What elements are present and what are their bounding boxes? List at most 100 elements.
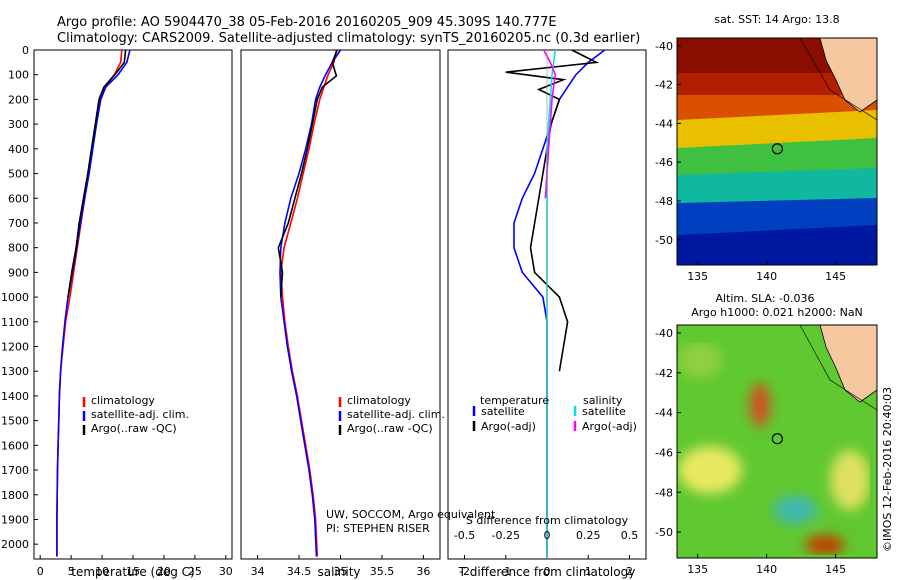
legend-s-satellite: satellite (582, 405, 626, 418)
x-tick-label: 30 (219, 565, 233, 578)
salinity-axes-box (240, 49, 441, 560)
depth-tick-label: 1900 (1, 513, 29, 526)
salinity-difference-axis: -0.5 -0.25 0 0.25 0.5 (454, 529, 638, 542)
top-tick-label: 0.25 (576, 529, 601, 542)
x-tick-label: 2 (626, 565, 633, 578)
depth-tick-label: 1600 (1, 439, 29, 452)
sla-blob-light (678, 342, 722, 378)
series-line-climatology (279, 49, 338, 557)
temperature-x-axis: 0 5 10 15 20 25 30 (37, 555, 233, 578)
x-tick-label: -1 (500, 565, 511, 578)
sst-map-title: sat. SST: 14 Argo: 13.8 (714, 13, 839, 26)
series-line-argo-adj- (542, 49, 557, 199)
legend-argo: Argo(..raw -QC) (347, 422, 433, 435)
map-y-tick-label: -46 (655, 156, 673, 169)
depth-tick-label: 900 (8, 266, 29, 279)
series-line-argo-raw-qc- (67, 49, 127, 298)
x-tick-label: 34.5 (287, 565, 312, 578)
map-x-tick-label: 135 (687, 270, 708, 283)
legend-t-satellite: satellite (481, 405, 525, 418)
sla-map-frame (676, 324, 878, 559)
map-y-tick-label: -44 (655, 117, 673, 130)
argo-location-marker (771, 143, 783, 155)
depth-tick-label: 800 (8, 242, 29, 255)
x-tick-label: 5 (68, 565, 75, 578)
series-line-satellite-adj-clim- (279, 49, 342, 557)
map-y-tick-label: -40 (655, 40, 673, 53)
sla-blob-teal (773, 496, 817, 524)
x-tick-label: 0 (544, 565, 551, 578)
x-tick-label: 15 (126, 565, 140, 578)
map-y-tick-label: -48 (655, 486, 673, 499)
depth-tick-label: 600 (8, 192, 29, 205)
sst-band-yellow (677, 110, 877, 150)
salinity-lines (277, 49, 342, 557)
header-title: Argo profile: AO 5904470_38 05-Feb-2016 … (57, 15, 557, 30)
depth-tick-label: 700 (8, 217, 29, 230)
depth-tick-label: 1200 (1, 341, 29, 354)
x-tick-label: 0 (37, 565, 44, 578)
sst-band-teal (677, 168, 877, 205)
sst-band-darkblue (677, 225, 877, 265)
temperature-legend: climatology satellite-adj. clim. Argo(..… (82, 394, 189, 435)
depth-tick-label: 1100 (1, 316, 29, 329)
map-x-tick-label: 145 (825, 563, 846, 576)
top-tick-label: 0 (544, 529, 551, 542)
series-line-argo-raw-qc- (277, 49, 338, 298)
x-tick-label: 35.5 (370, 565, 395, 578)
sla-heatmap (677, 325, 877, 558)
sla-blob-yellow (678, 446, 742, 494)
sst-map-panel: sat. SST: 14 Argo: 13.8 135 140 145 -40 -42 -… (655, 13, 878, 283)
header-climatology: Climatology: CARS2009. Satellite-adjuste… (57, 31, 640, 46)
legend-argo: Argo(..raw -QC) (91, 422, 177, 435)
depth-tick-label: 1000 (1, 291, 29, 304)
x-tick-label: 36 (416, 565, 430, 578)
map-y-tick-label: -42 (655, 367, 673, 380)
salinity-x-axis: 34 34.5 35 35.5 36 (251, 555, 430, 578)
sla-blob-warm (750, 383, 770, 427)
top-tick-label: 0.5 (621, 529, 639, 542)
map-x-tick-label: 135 (687, 563, 708, 576)
x-tick-label: 35 (334, 565, 348, 578)
depth-axis: 0 100 200 300 400 500 600 700 800 900 1000 1100 1200… (1, 44, 38, 551)
sst-heatmap (677, 38, 877, 265)
map-y-tick-label: -50 (655, 526, 673, 539)
sla-blob-red (805, 535, 845, 555)
sla-anomaly-blobs (678, 342, 870, 555)
legend-header-salinity: salinity (583, 394, 623, 407)
depth-tick-label: 1400 (1, 390, 29, 403)
map-y-tick-label: -46 (655, 446, 673, 459)
sla-map-axes: 135 140 145 -40 -42 -44 -46 -48 -50 (655, 327, 846, 576)
x-tick-label: 25 (188, 565, 202, 578)
legend-t-argo: Argo(-adj) (481, 420, 536, 433)
x-tick-label: -2 (459, 565, 470, 578)
depth-tick-label: 400 (8, 143, 29, 156)
depth-tick-label: 300 (8, 118, 29, 131)
argo-location-marker (771, 433, 783, 445)
imos-credit: ©IMOS 12-Feb-2016 20:40:03 (881, 387, 894, 552)
depth-tick-label: 100 (8, 69, 29, 82)
salinity-legend: climatology satellite-adj. clim. Argo(..… (338, 394, 445, 435)
salinity-panel: 34 34.5 35 35.5 36 climatology satellite-adj… (240, 49, 496, 579)
salinity-xlabel: salinity (317, 565, 360, 579)
difference-top-xlabel: S difference from climatology (466, 514, 629, 527)
map-y-tick-label: -40 (655, 327, 673, 340)
x-tick-label: 34 (251, 565, 265, 578)
sst-map-frame (676, 37, 878, 266)
difference-legend: temperature salinity satellite Argo(-adj… (472, 394, 637, 433)
map-x-tick-label: 140 (756, 270, 777, 283)
difference-lines (505, 49, 606, 559)
coastline (799, 38, 877, 121)
map-y-tick-label: -42 (655, 79, 673, 92)
sla-map-panel: Altim. SLA: -0.036 Argo h1000: 0.021 h20… (655, 292, 878, 576)
temperature-panel: 0100200300400500600700800900100011001200… (1, 44, 233, 579)
temperature-axes-box (33, 49, 233, 560)
depth-tick-label: 1700 (1, 464, 29, 477)
depth-tick-label: 500 (8, 168, 29, 181)
top-tick-label: -0.25 (492, 529, 520, 542)
legend-climatology: climatology (91, 394, 155, 407)
map-y-tick-label: -44 (655, 407, 673, 420)
series-line-satellite (513, 49, 606, 557)
difference-panel: -2 -1 0 1 2 temperature salinity satellite A… (447, 49, 647, 579)
